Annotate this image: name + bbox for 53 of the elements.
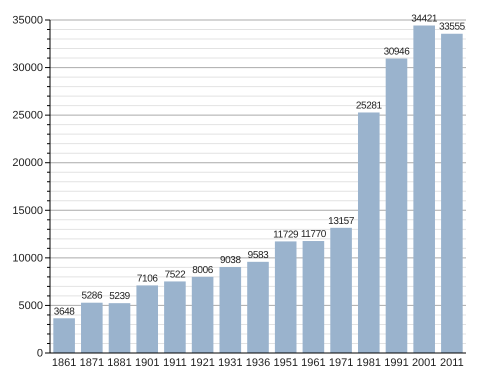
x-tick-label: 1911 bbox=[163, 356, 187, 369]
bar bbox=[108, 303, 130, 353]
x-tick-label: 1981 bbox=[356, 356, 382, 369]
bar bbox=[81, 302, 103, 353]
bar bbox=[302, 241, 324, 353]
y-tick-label: 0 bbox=[36, 348, 43, 360]
y-tick-label: 20000 bbox=[12, 157, 43, 170]
data-label: 5239 bbox=[109, 291, 131, 302]
x-tick-label: 1931 bbox=[218, 356, 243, 369]
data-label: 7522 bbox=[164, 269, 186, 280]
data-label: 25281 bbox=[356, 100, 383, 112]
x-tick-label: 1936 bbox=[246, 356, 270, 369]
data-label: 34421 bbox=[411, 14, 438, 25]
bar bbox=[358, 112, 380, 353]
x-tick-label: 1861 bbox=[52, 356, 76, 369]
data-label: 13157 bbox=[328, 216, 355, 227]
bar bbox=[220, 267, 242, 353]
bar bbox=[192, 276, 214, 353]
bar bbox=[386, 58, 408, 353]
x-tick-label: 1921 bbox=[190, 356, 215, 369]
bar bbox=[330, 228, 352, 353]
y-tick-label: 25000 bbox=[12, 110, 43, 122]
y-tick-label: 5000 bbox=[18, 300, 43, 312]
y-tick-label: 15000 bbox=[12, 204, 43, 217]
data-label: 30946 bbox=[384, 46, 410, 58]
y-tick-label: 30000 bbox=[12, 62, 43, 74]
data-label: 9583 bbox=[248, 250, 270, 261]
data-label: 3648 bbox=[54, 306, 76, 318]
x-tick-label: 1961 bbox=[301, 356, 326, 369]
x-tick-label: 1901 bbox=[134, 356, 160, 369]
data-label: 7106 bbox=[136, 273, 158, 284]
bar bbox=[413, 26, 435, 353]
bar bbox=[53, 318, 75, 353]
x-tick-label: 1991 bbox=[384, 356, 409, 369]
data-label: 11729 bbox=[273, 229, 300, 240]
x-tick-label: 1971 bbox=[328, 356, 354, 369]
bar bbox=[247, 262, 269, 353]
x-tick-label: 1871 bbox=[80, 356, 104, 369]
data-label: 9038 bbox=[220, 255, 242, 266]
data-label: 33555 bbox=[438, 22, 466, 33]
bar bbox=[274, 241, 296, 353]
x-tick-label: 1951 bbox=[273, 356, 298, 369]
y-tick-label: 10000 bbox=[12, 252, 43, 264]
bar bbox=[164, 281, 186, 353]
data-label: 11770 bbox=[300, 229, 327, 240]
data-label: 8006 bbox=[192, 264, 214, 276]
bar bbox=[441, 34, 463, 353]
bar bbox=[136, 285, 158, 353]
x-tick-label: 2001 bbox=[412, 356, 436, 369]
x-tick-label: 1881 bbox=[107, 356, 132, 369]
x-tick-label: 2011 bbox=[440, 356, 464, 369]
y-tick-label: 35000 bbox=[12, 14, 43, 27]
data-label: 5286 bbox=[81, 290, 103, 302]
